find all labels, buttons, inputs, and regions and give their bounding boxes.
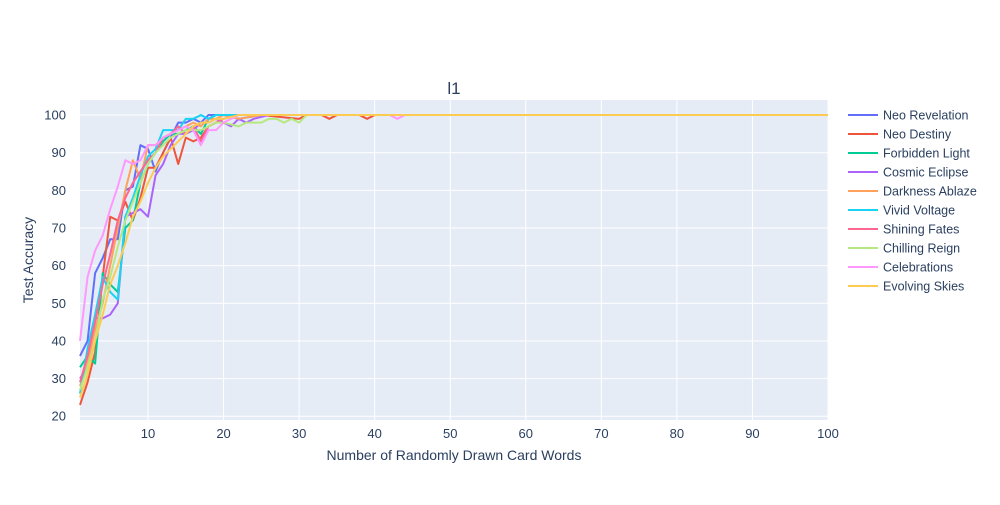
legend-item[interactable]: Chilling Reign (848, 242, 960, 256)
legend-item[interactable]: Darkness Ablaze (848, 185, 977, 199)
legend-item[interactable]: Neo Revelation (848, 109, 969, 123)
x-tick-label: 80 (670, 426, 684, 441)
legend-item[interactable]: Vivid Voltage (848, 204, 955, 218)
grid (80, 100, 829, 420)
x-tick-label: 40 (367, 426, 381, 441)
legend-label: Neo Revelation (883, 109, 969, 123)
y-tick-label: 40 (52, 333, 66, 348)
x-tick-label: 20 (216, 426, 230, 441)
legend-item[interactable]: Forbidden Light (848, 147, 970, 161)
x-tick-label: 70 (594, 426, 608, 441)
x-tick-label: 10 (141, 426, 155, 441)
y-tick-label: 30 (52, 371, 66, 386)
y-tick-label: 80 (52, 183, 66, 198)
series-lines (79, 114, 828, 406)
x-tick-label: 100 (817, 426, 839, 441)
y-tick-label: 90 (52, 145, 66, 160)
y-axis-title: Test Accuracy (20, 217, 36, 303)
y-tick-label: 60 (52, 258, 66, 273)
y-tick-label: 20 (52, 409, 66, 424)
series-line (79, 114, 828, 398)
legend-label: Celebrations (883, 261, 953, 275)
legend-item[interactable]: Neo Destiny (848, 128, 952, 142)
chart-title: l1 (447, 79, 460, 98)
legend-label: Shining Fates (883, 223, 959, 237)
y-tick-label: 100 (44, 108, 66, 123)
x-tick-label: 30 (292, 426, 306, 441)
legend-label: Neo Destiny (883, 128, 952, 142)
x-tick-label: 60 (519, 426, 533, 441)
y-tick-label: 50 (52, 296, 66, 311)
x-tick-label: 90 (745, 426, 759, 441)
legend-label: Vivid Voltage (883, 204, 955, 218)
legend-label: Darkness Ablaze (883, 185, 977, 199)
y-tick-label: 70 (52, 221, 66, 236)
legend-item[interactable]: Shining Fates (848, 223, 959, 237)
legend-label: Evolving Skies (883, 280, 964, 294)
x-tick-label: 50 (443, 426, 457, 441)
x-tick-labels: 10 20 30 40 50 60 70 80 90 100 (141, 426, 839, 441)
legend-label: Chilling Reign (883, 242, 960, 256)
legend-item[interactable]: Cosmic Eclipse (848, 166, 968, 180)
legend-label: Cosmic Eclipse (883, 166, 968, 180)
plot-background (80, 100, 828, 420)
legend-label: Forbidden Light (883, 147, 970, 161)
series-line (79, 114, 828, 394)
legend-item[interactable]: Evolving Skies (848, 280, 964, 294)
legend: Neo Revelation Neo Destiny Forbidden Light… (848, 109, 977, 294)
legend-item[interactable]: Celebrations (848, 261, 953, 275)
x-axis-title: Number of Randomly Drawn Card Words (327, 447, 582, 463)
y-tick-labels: 20 30 40 50 60 70 80 90 100 (44, 108, 66, 424)
series-line (79, 114, 828, 380)
